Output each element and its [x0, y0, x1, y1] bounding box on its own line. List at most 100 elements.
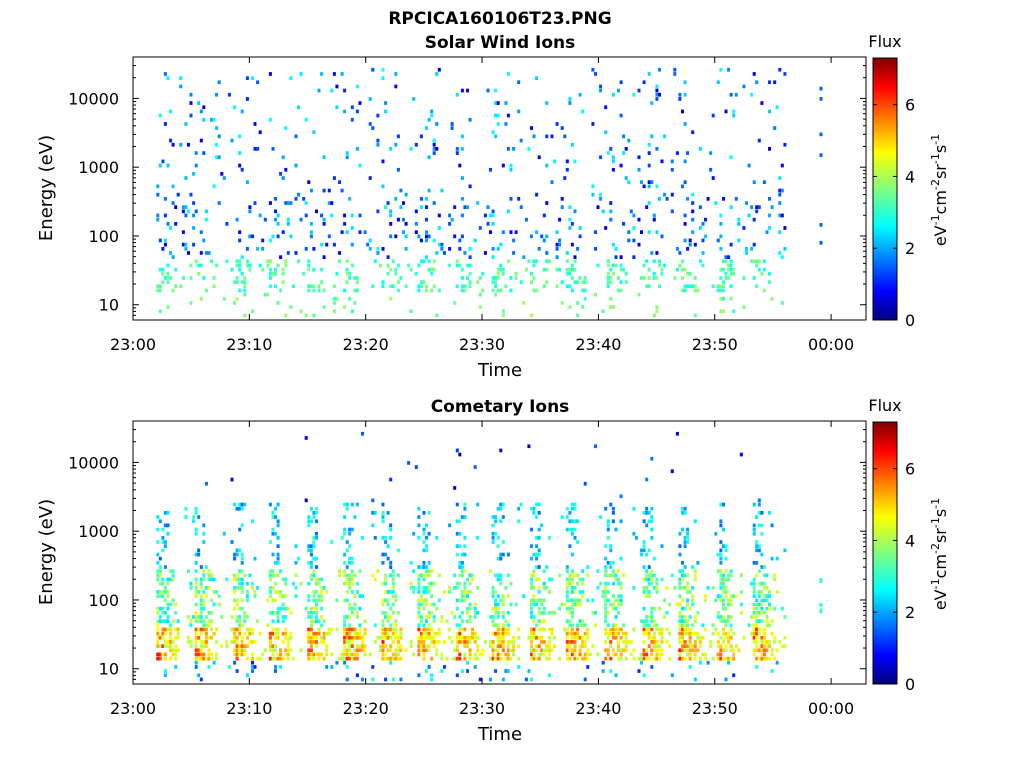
- flux-cell: [245, 590, 249, 594]
- flux-cell: [576, 598, 580, 603]
- flux-cell: [417, 652, 421, 657]
- flux-cell: [276, 556, 280, 561]
- flux-cell: [166, 222, 170, 226]
- flux-cell: [396, 648, 400, 653]
- flux-cell: [660, 577, 664, 582]
- flux-cell: [727, 660, 731, 665]
- flux-cell: [642, 619, 646, 623]
- flux-cell: [317, 594, 321, 598]
- flux-cell: [683, 586, 687, 590]
- flux-cell: [381, 619, 385, 623]
- flux-cell: [524, 217, 528, 222]
- flux-cell: [701, 222, 705, 226]
- flux-cell: [358, 631, 362, 636]
- flux-cell: [417, 590, 421, 594]
- flux-cell: [207, 623, 211, 628]
- flux-cell: [752, 606, 756, 611]
- flux-cell: [583, 644, 587, 648]
- flux-cell: [437, 573, 441, 578]
- flux-cell: [532, 615, 536, 619]
- flux-cell: [187, 615, 190, 619]
- flux-cell: [215, 155, 219, 160]
- flux-cell: [207, 648, 211, 653]
- flux-cell: [565, 590, 569, 594]
- flux-cell: [396, 635, 400, 640]
- flux-cell: [483, 640, 487, 644]
- flux-cell: [396, 134, 400, 139]
- flux-cell: [678, 92, 682, 97]
- flux-cell: [581, 305, 585, 309]
- flux-cell: [202, 656, 206, 661]
- flux-cell: [332, 284, 336, 289]
- flux-cell: [652, 648, 656, 653]
- flux-cell: [711, 284, 715, 289]
- flux-cell: [729, 635, 733, 640]
- flux-cell: [158, 309, 162, 314]
- flux-cell: [194, 665, 198, 669]
- flux-cell: [755, 263, 759, 268]
- flux-cell: [678, 581, 682, 586]
- flux-cell: [481, 288, 485, 293]
- flux-cell: [652, 259, 656, 264]
- flux-cell: [430, 569, 434, 573]
- flux-cell: [279, 172, 283, 176]
- flux-cell: [709, 644, 713, 648]
- flux-cell: [550, 180, 554, 184]
- flux-cell: [163, 213, 167, 218]
- flux-cell: [494, 606, 498, 611]
- flux-cell: [432, 138, 436, 143]
- flux-cell: [586, 656, 590, 661]
- flux-cell: [530, 544, 533, 548]
- flux-cell: [437, 598, 441, 603]
- flux-cell: [414, 222, 418, 226]
- flux-cell: [187, 209, 190, 214]
- flux-cell: [722, 309, 725, 314]
- flux-cell: [458, 544, 462, 548]
- flux-cell: [312, 598, 316, 603]
- flux-cell: [768, 623, 771, 628]
- flux-cell: [655, 590, 659, 594]
- x-axis-label: Time: [477, 724, 522, 745]
- flux-cell: [560, 205, 564, 209]
- flux-cell: [345, 615, 349, 619]
- flux-cell: [248, 205, 252, 209]
- flux-cell: [655, 230, 659, 234]
- flux-cell: [343, 552, 347, 557]
- flux-cell: [348, 573, 352, 578]
- flux-cell: [686, 247, 690, 251]
- flux-cell: [478, 305, 482, 309]
- flux-cell: [570, 527, 574, 532]
- flux-cell: [419, 640, 423, 644]
- flux-cell: [417, 284, 421, 289]
- flux-cell: [532, 635, 536, 640]
- flux-cell: [238, 263, 242, 268]
- flux-cell: [384, 627, 388, 632]
- flux-cell: [212, 631, 216, 636]
- flux-cell: [499, 267, 503, 272]
- flux-cell: [762, 180, 766, 184]
- flux-cell: [691, 648, 695, 653]
- flux-cell: [207, 577, 211, 582]
- flux-cell: [645, 511, 649, 515]
- flux-cell: [722, 648, 725, 653]
- flux-cell: [235, 669, 239, 673]
- flux-cell: [174, 267, 178, 272]
- flux-cell: [729, 92, 733, 97]
- flux-cell: [417, 577, 421, 582]
- flux-cell: [614, 263, 618, 268]
- flux-cell: [460, 267, 464, 272]
- flux-cell: [704, 598, 707, 603]
- flux-cell: [660, 267, 664, 272]
- flux-cell: [307, 544, 311, 548]
- flux-cell: [719, 644, 723, 648]
- colorbar-label: Flux: [868, 32, 901, 51]
- flux-cell: [724, 606, 728, 611]
- flux-cell: [240, 502, 244, 507]
- flux-cell: [719, 234, 723, 239]
- flux-cell: [271, 569, 275, 573]
- flux-cell: [760, 598, 764, 603]
- flux-cell: [345, 230, 349, 234]
- flux-cell: [768, 213, 771, 218]
- flux-cell: [650, 456, 654, 461]
- flux-cell: [376, 138, 380, 143]
